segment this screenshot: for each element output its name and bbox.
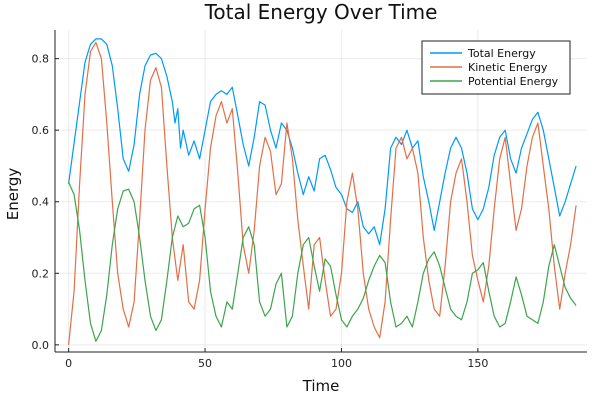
x-tick-label-2: 100	[331, 357, 352, 370]
y-tick-label-0: 0.0	[32, 339, 50, 352]
total-energy-line	[68, 38, 577, 246]
legend-label-total-energy: Total Energy	[467, 47, 536, 60]
potential-energy-line	[68, 181, 577, 342]
legend-label-potential-energy: Potential Energy	[468, 75, 559, 88]
tick-labels: 0 50 100 150 0.0 0.2 0.4 0.6 0.8	[32, 53, 489, 370]
x-axis-title: Time	[302, 377, 340, 395]
legend-label-kinetic-energy: Kinetic Energy	[468, 61, 548, 74]
y-axis-title: Energy	[4, 168, 22, 221]
y-tick-label-1: 0.2	[32, 267, 50, 280]
x-tick-label-3: 150	[467, 357, 488, 370]
y-tick-label-4: 0.8	[32, 53, 50, 66]
y-tick-label-2: 0.4	[32, 196, 50, 209]
x-tick-label-0: 0	[65, 357, 72, 370]
kinetic-energy-line	[68, 41, 577, 345]
axes	[54, 30, 587, 353]
chart-title: Total Energy Over Time	[204, 0, 438, 24]
x-tick-label-1: 50	[198, 357, 212, 370]
series-group	[68, 38, 577, 345]
y-tick-label-3: 0.6	[32, 124, 50, 137]
